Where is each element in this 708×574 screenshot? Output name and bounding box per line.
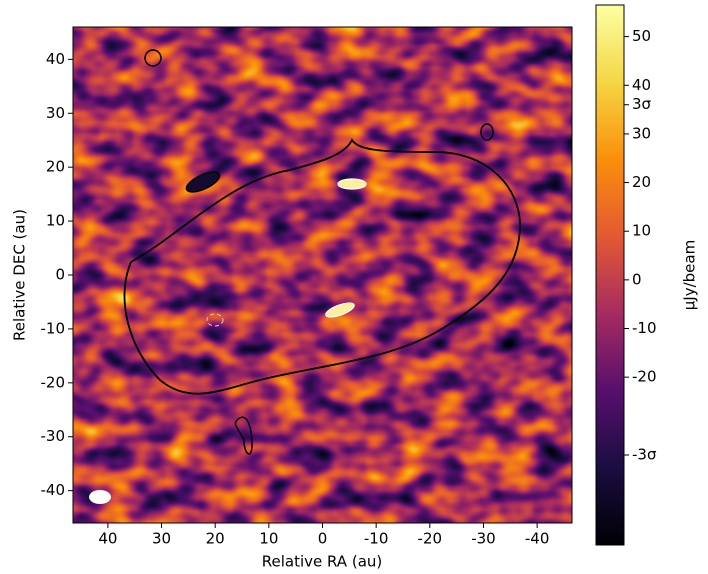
map — [73, 27, 572, 523]
colorbar-tick-label: 3σ — [632, 95, 652, 113]
x-tick-label: 30 — [152, 530, 171, 548]
contour — [185, 171, 221, 193]
y-axis-label: Relative DEC (au) — [11, 209, 29, 341]
contour — [337, 178, 367, 190]
colorbar — [595, 4, 625, 546]
y-tick-label: 0 — [55, 266, 65, 284]
y-tick-label: -40 — [41, 481, 66, 499]
contour — [144, 49, 162, 67]
disk-contour — [123, 138, 521, 395]
colorbar-tick-label: 50 — [632, 27, 651, 45]
colorbar-tick-label: -3σ — [632, 446, 657, 464]
colorbar-tick-label: 40 — [632, 76, 651, 94]
x-tick-label: -20 — [418, 530, 443, 548]
y-tick-label: 10 — [46, 212, 65, 230]
colorbar-tick-label: 30 — [632, 124, 651, 142]
colorbar-tick-label: 0 — [632, 270, 642, 288]
y-tick-label: 30 — [46, 104, 65, 122]
contour — [480, 123, 494, 141]
y-tick-label: 20 — [46, 158, 65, 176]
contour — [325, 302, 355, 318]
colorbar-tick-label: 20 — [632, 173, 651, 191]
contour — [206, 313, 224, 327]
x-tick-label: -30 — [471, 530, 496, 548]
colorbar-tick-label: -20 — [632, 368, 657, 386]
x-axis-label: Relative RA (au) — [262, 553, 383, 571]
colorbar-tick-label: -10 — [632, 319, 657, 337]
x-tick-label: 40 — [98, 530, 117, 548]
x-tick-label: 10 — [259, 530, 278, 548]
colorbar-label: μJy/beam — [681, 240, 699, 310]
x-tick-label: 20 — [206, 530, 225, 548]
y-tick-label: 40 — [46, 50, 65, 68]
x-tick-label: -10 — [364, 530, 389, 548]
x-tick-label: -40 — [525, 530, 550, 548]
y-tick-label: -10 — [41, 319, 66, 337]
intensity-map — [73, 27, 572, 523]
x-tick-label: 0 — [318, 530, 328, 548]
beam — [89, 490, 111, 504]
colorbar-tick-label: 10 — [632, 222, 651, 240]
y-tick-label: -30 — [41, 427, 66, 445]
y-tick-label: -20 — [41, 373, 66, 391]
contour — [234, 416, 253, 455]
